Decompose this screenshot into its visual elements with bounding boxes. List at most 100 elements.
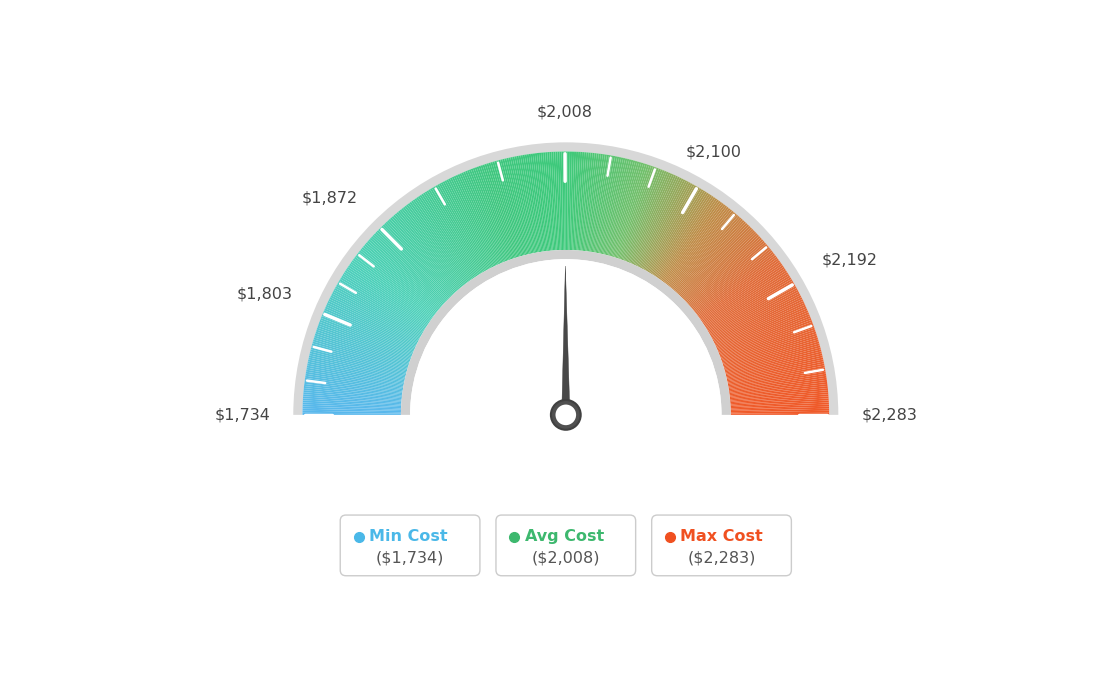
Wedge shape xyxy=(596,156,617,253)
Wedge shape xyxy=(626,170,665,262)
Wedge shape xyxy=(643,182,691,270)
Wedge shape xyxy=(731,400,829,407)
Wedge shape xyxy=(389,219,456,293)
Wedge shape xyxy=(726,355,822,379)
Wedge shape xyxy=(404,206,466,284)
Wedge shape xyxy=(372,235,446,303)
Wedge shape xyxy=(629,172,669,263)
Wedge shape xyxy=(417,196,475,279)
Wedge shape xyxy=(676,219,743,293)
FancyBboxPatch shape xyxy=(340,515,480,575)
Wedge shape xyxy=(304,384,402,397)
Wedge shape xyxy=(714,301,804,345)
Wedge shape xyxy=(701,265,784,322)
Wedge shape xyxy=(645,184,694,271)
Wedge shape xyxy=(730,388,828,400)
Wedge shape xyxy=(395,213,459,290)
Wedge shape xyxy=(302,402,401,408)
Wedge shape xyxy=(677,220,744,294)
Wedge shape xyxy=(680,224,750,297)
Wedge shape xyxy=(390,217,457,292)
Wedge shape xyxy=(452,177,496,266)
Wedge shape xyxy=(531,154,545,251)
Wedge shape xyxy=(647,186,698,273)
Wedge shape xyxy=(731,408,829,412)
Wedge shape xyxy=(726,353,822,377)
Wedge shape xyxy=(304,394,402,403)
Wedge shape xyxy=(714,299,804,344)
Wedge shape xyxy=(294,142,838,415)
Wedge shape xyxy=(686,235,760,303)
Wedge shape xyxy=(730,390,828,401)
Wedge shape xyxy=(330,295,418,341)
Wedge shape xyxy=(668,208,731,286)
Wedge shape xyxy=(667,207,729,286)
Wedge shape xyxy=(590,154,605,252)
Wedge shape xyxy=(571,152,576,250)
Wedge shape xyxy=(533,153,546,251)
Wedge shape xyxy=(665,204,725,284)
Wedge shape xyxy=(435,185,486,272)
Wedge shape xyxy=(724,344,820,371)
Wedge shape xyxy=(445,180,491,268)
Wedge shape xyxy=(572,152,578,250)
Wedge shape xyxy=(661,201,721,282)
Wedge shape xyxy=(302,408,401,412)
Wedge shape xyxy=(595,156,615,253)
Wedge shape xyxy=(730,384,828,397)
Wedge shape xyxy=(426,190,479,275)
Wedge shape xyxy=(490,162,520,257)
Wedge shape xyxy=(459,173,500,264)
Wedge shape xyxy=(731,402,829,408)
Wedge shape xyxy=(350,262,432,320)
Wedge shape xyxy=(639,179,686,268)
Wedge shape xyxy=(715,304,806,347)
Wedge shape xyxy=(730,380,827,394)
Wedge shape xyxy=(323,310,414,351)
Wedge shape xyxy=(312,342,407,370)
Wedge shape xyxy=(729,376,827,392)
Wedge shape xyxy=(308,357,405,380)
Wedge shape xyxy=(686,233,757,302)
Wedge shape xyxy=(311,344,407,371)
Wedge shape xyxy=(612,162,641,257)
Wedge shape xyxy=(630,172,670,264)
Wedge shape xyxy=(700,262,782,320)
Wedge shape xyxy=(698,257,777,317)
Wedge shape xyxy=(691,244,767,308)
Wedge shape xyxy=(306,374,403,391)
Wedge shape xyxy=(335,286,422,335)
Wedge shape xyxy=(725,349,821,375)
Wedge shape xyxy=(488,163,519,257)
Wedge shape xyxy=(662,201,722,282)
Wedge shape xyxy=(565,152,567,250)
Wedge shape xyxy=(308,359,404,382)
Wedge shape xyxy=(585,153,598,251)
Wedge shape xyxy=(562,152,564,250)
Wedge shape xyxy=(519,155,538,253)
Wedge shape xyxy=(598,157,619,253)
Wedge shape xyxy=(722,330,816,363)
Wedge shape xyxy=(336,284,423,334)
Text: Min Cost: Min Cost xyxy=(369,529,447,544)
Wedge shape xyxy=(726,357,824,380)
Wedge shape xyxy=(307,364,404,384)
Wedge shape xyxy=(305,380,402,394)
Wedge shape xyxy=(422,194,476,277)
Wedge shape xyxy=(707,279,793,331)
Wedge shape xyxy=(730,382,827,395)
Wedge shape xyxy=(666,206,728,284)
Wedge shape xyxy=(672,213,736,290)
Polygon shape xyxy=(562,266,570,424)
Wedge shape xyxy=(713,297,803,342)
Wedge shape xyxy=(322,312,414,352)
Wedge shape xyxy=(731,404,829,410)
Wedge shape xyxy=(721,324,814,359)
Wedge shape xyxy=(623,168,659,261)
Wedge shape xyxy=(584,153,597,251)
Text: ($2,008): ($2,008) xyxy=(531,551,601,566)
Wedge shape xyxy=(709,284,796,334)
Wedge shape xyxy=(440,182,489,270)
Wedge shape xyxy=(720,320,813,357)
Wedge shape xyxy=(302,396,402,404)
